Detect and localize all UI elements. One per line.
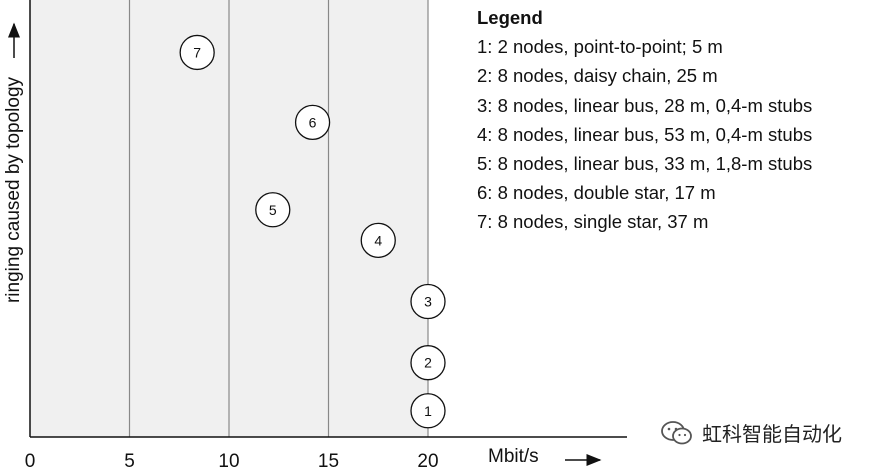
point-label: 6 — [309, 114, 317, 130]
x-tick-label: 10 — [218, 451, 239, 471]
legend-entry-6: 6: 8 nodes, double star, 17 m — [477, 182, 716, 204]
legend: Legend 1: 2 nodes, point-to-point; 5 m 2… — [477, 3, 812, 237]
point-marker — [360, 222, 396, 259]
point-marker — [179, 34, 215, 71]
legend-entry-1: 1: 2 nodes, point-to-point; 5 m — [477, 36, 723, 58]
legend-entry-7: 7: 8 nodes, single star, 37 m — [477, 211, 709, 233]
y-axis-label: ringing caused by topology — [3, 76, 24, 304]
data-point-3: 3 — [410, 283, 446, 320]
point-label: 4 — [374, 232, 382, 248]
point-label: 5 — [269, 202, 277, 218]
data-point-7: 7 — [179, 34, 215, 71]
point-marker — [410, 283, 446, 320]
point-marker — [410, 393, 446, 429]
point-marker — [255, 192, 291, 228]
legend-entry-3: 3: 8 nodes, linear bus, 28 m, 0,4-m stub… — [477, 94, 813, 116]
legend-entry-2: 2: 8 nodes, daisy chain, 25 m — [477, 65, 718, 87]
point-marker — [410, 345, 446, 381]
x-axis-label: Mbit/s — [488, 446, 539, 467]
watermark: 虹科智能自动化 — [660, 418, 842, 447]
point-label: 1 — [424, 403, 432, 419]
point-marker — [294, 104, 331, 141]
data-point-1: 1 — [410, 393, 446, 429]
wechat-icon — [661, 420, 692, 444]
legend-entry-4: 4: 8 nodes, linear bus, 53 m, 0,4-m stub… — [477, 123, 813, 145]
data-point-2: 2 — [410, 345, 446, 381]
watermark-text: 虹科智能自动化 — [702, 424, 842, 446]
data-point-5: 5 — [255, 192, 291, 228]
point-label: 3 — [424, 294, 432, 310]
x-tick-label: 20 — [417, 451, 438, 471]
x-tick-label: 15 — [318, 451, 339, 471]
legend-entry-5: 5: 8 nodes, linear bus, 33 m, 1,8-m stub… — [477, 153, 813, 175]
x-tick-label: 0 — [25, 451, 36, 471]
x-tick-label: 5 — [124, 451, 135, 471]
point-label: 7 — [193, 44, 201, 60]
data-point-6: 6 — [294, 104, 331, 141]
data-point-4: 4 — [360, 222, 396, 259]
point-label: 2 — [424, 355, 432, 371]
legend-title: Legend — [477, 7, 543, 28]
